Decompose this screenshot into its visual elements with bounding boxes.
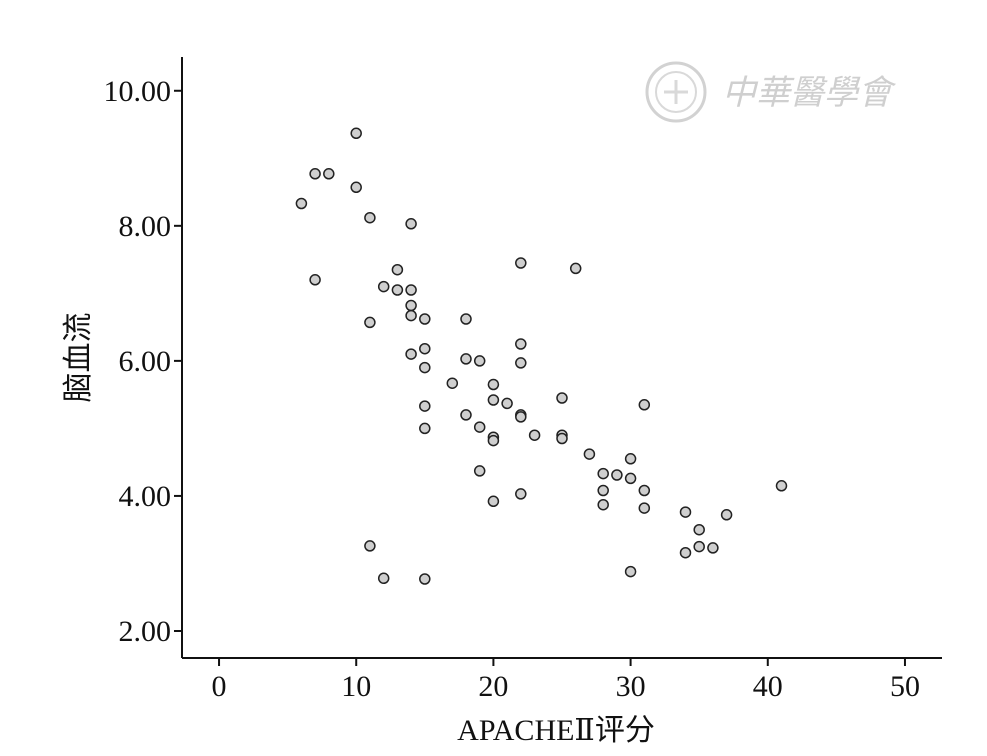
- data-point: [446, 377, 459, 389]
- data-point: [473, 465, 486, 477]
- y-tick-label: 2.00: [119, 615, 172, 648]
- data-point: [460, 409, 472, 421]
- data-point: [515, 488, 527, 500]
- data-point: [624, 472, 637, 485]
- data-point: [515, 257, 527, 269]
- data-point: [638, 502, 651, 514]
- y-tick-label: 4.00: [119, 480, 172, 513]
- data-point: [364, 316, 376, 329]
- data-point: [775, 480, 788, 492]
- data-point: [364, 211, 376, 224]
- data-point: [515, 411, 527, 423]
- data-point: [419, 400, 431, 412]
- data-point: [473, 355, 486, 367]
- y-tick-label: 6.00: [119, 345, 172, 378]
- x-tick-label: 0: [212, 670, 227, 703]
- data-point: [487, 495, 500, 508]
- data-point: [679, 546, 692, 559]
- data-point: [693, 523, 705, 536]
- data-point: [569, 262, 582, 275]
- data-point: [528, 429, 541, 441]
- watermark-seal-outer: [645, 61, 707, 123]
- x-tick-label: 50: [890, 670, 920, 703]
- data-point: [295, 197, 308, 210]
- watermark-text: 中華醫學會: [722, 73, 897, 113]
- data-point: [583, 448, 596, 460]
- data-point: [556, 392, 568, 404]
- watermark-seal-mark: [664, 80, 688, 104]
- data-point: [405, 348, 417, 360]
- data-point: [707, 542, 719, 554]
- data-points: [295, 127, 788, 585]
- data-point: [350, 181, 362, 194]
- data-point: [638, 484, 651, 497]
- data-point: [720, 509, 733, 521]
- data-point: [597, 484, 609, 497]
- x-tick-label: 40: [753, 670, 783, 703]
- data-point: [391, 284, 404, 296]
- data-point: [624, 453, 637, 465]
- data-point: [515, 357, 527, 369]
- data-point: [487, 434, 500, 447]
- data-point: [515, 338, 527, 350]
- data-point: [377, 572, 390, 585]
- watermark-seal-inner: [655, 71, 697, 113]
- data-point: [350, 127, 362, 140]
- data-point: [501, 397, 513, 410]
- y-tick-label: 10.00: [104, 75, 172, 108]
- data-point: [364, 540, 376, 552]
- data-point: [460, 353, 472, 365]
- data-point: [309, 274, 321, 286]
- data-point: [597, 498, 609, 511]
- data-point: [419, 573, 431, 585]
- data-point: [309, 168, 321, 180]
- y-axis-title: 脑血流: [62, 313, 95, 403]
- data-point: [405, 284, 417, 296]
- data-point: [693, 540, 705, 553]
- data-point: [405, 309, 417, 322]
- data-point: [419, 422, 431, 435]
- axes: 2.00 4.00 6.00 8.00 10.00 0 10 20 30 40 50 APACHEⅡ评…: [62, 57, 942, 747]
- data-point: [391, 263, 404, 276]
- x-tick-label: 30: [616, 670, 646, 703]
- data-point: [460, 313, 472, 325]
- x-axis-title: APACHEⅡ评分: [457, 714, 655, 747]
- data-point: [419, 342, 431, 355]
- data-point: [611, 469, 623, 481]
- data-point: [405, 299, 417, 312]
- data-point: [419, 313, 431, 325]
- x-tick-label: 20: [478, 670, 508, 703]
- x-tick-label: 10: [341, 670, 371, 703]
- data-point: [597, 467, 609, 480]
- data-point: [487, 378, 500, 391]
- watermark-logo: 中華醫學會: [645, 61, 897, 123]
- data-point: [323, 168, 335, 180]
- data-point: [377, 280, 390, 293]
- data-point: [624, 565, 637, 578]
- data-point: [638, 399, 651, 411]
- data-point: [405, 218, 417, 230]
- data-point: [419, 361, 431, 374]
- data-point: [487, 394, 500, 406]
- data-point: [679, 506, 692, 518]
- data-point: [556, 432, 568, 445]
- data-point: [473, 421, 486, 433]
- y-tick-label: 8.00: [119, 210, 172, 243]
